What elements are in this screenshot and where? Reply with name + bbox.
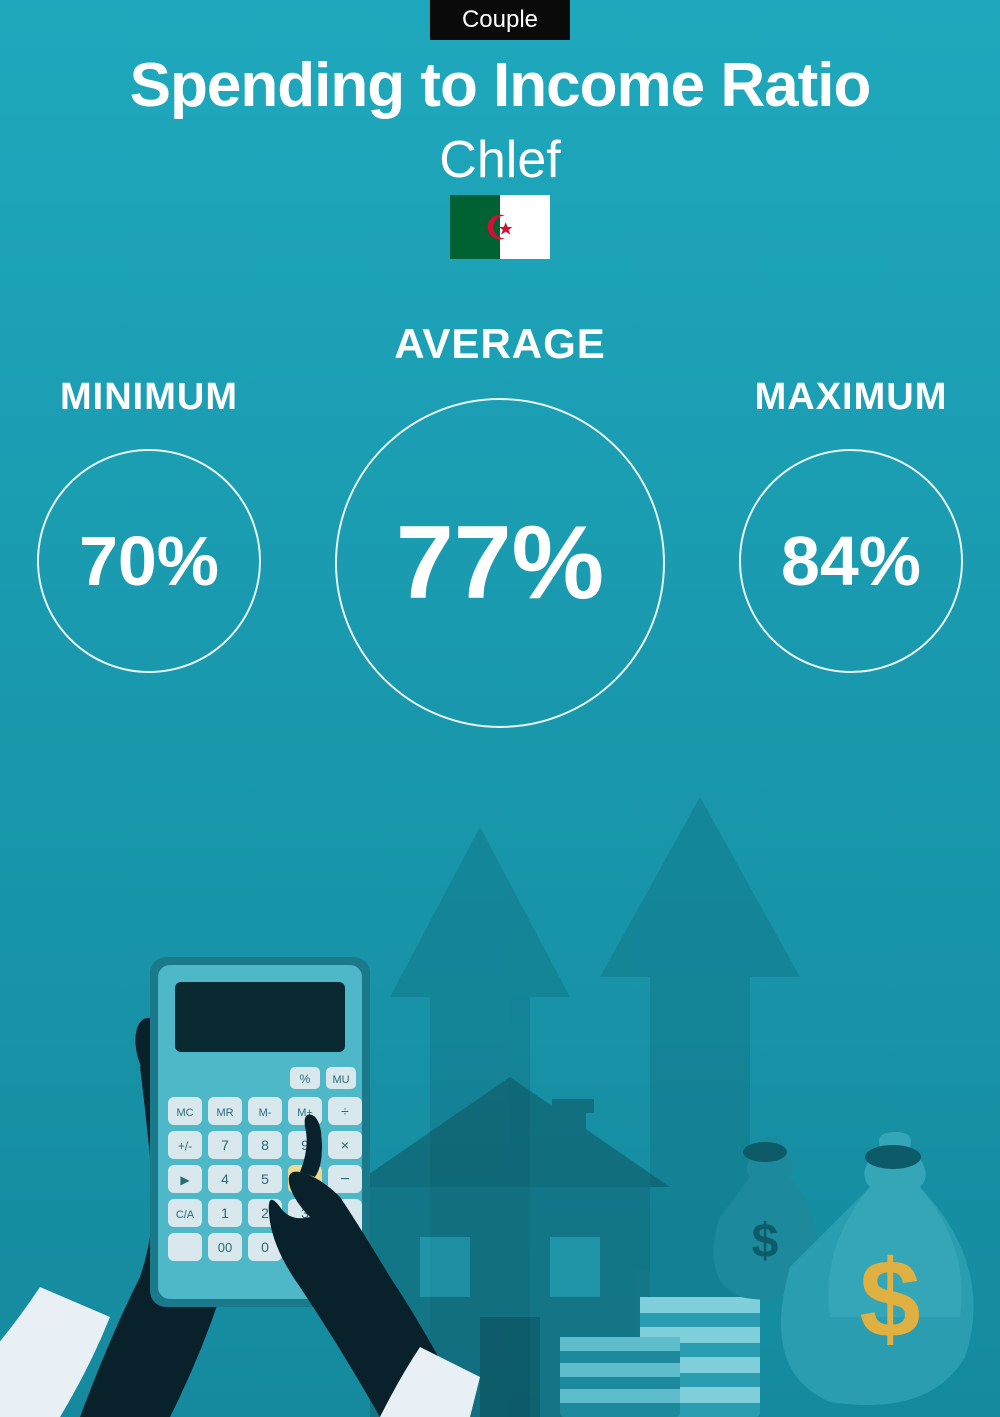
- svg-text:0: 0: [261, 1239, 269, 1255]
- svg-text:1: 1: [221, 1205, 229, 1221]
- svg-text:÷: ÷: [341, 1103, 349, 1119]
- country-flag: [450, 195, 550, 259]
- stat-label: MAXIMUM: [755, 376, 948, 419]
- stat-value: 77%: [396, 504, 604, 623]
- stat-circle: 84%: [739, 449, 963, 673]
- svg-text:MU: MU: [332, 1074, 349, 1086]
- stat-circle: 77%: [335, 398, 665, 728]
- stats-row: MINIMUM 70% AVERAGE 77% MAXIMUM 84%: [0, 320, 1000, 728]
- finance-illustration: $ $ % MU MC MR M- M+ ÷ +/- 7 8 9 × ▶ 4: [0, 777, 1000, 1417]
- svg-text:$: $: [859, 1238, 920, 1361]
- stat-label: AVERAGE: [394, 320, 606, 368]
- household-badge: Couple: [430, 0, 570, 40]
- svg-text:MR: MR: [216, 1107, 233, 1119]
- svg-text:5: 5: [261, 1171, 269, 1187]
- page-title: Spending to Income Ratio: [0, 50, 1000, 121]
- stat-maximum: MAXIMUM 84%: [739, 320, 963, 673]
- svg-text:×: ×: [341, 1137, 349, 1153]
- svg-text:4: 4: [221, 1171, 229, 1187]
- svg-text:M-: M-: [259, 1107, 272, 1119]
- stat-minimum: MINIMUM 70%: [37, 320, 261, 673]
- svg-text:00: 00: [218, 1240, 232, 1255]
- stat-value: 70%: [79, 521, 219, 601]
- badge-label: Couple: [462, 6, 538, 33]
- svg-text:▶: ▶: [180, 1173, 190, 1187]
- flag-emblem-icon: [481, 208, 519, 246]
- svg-text:%: %: [300, 1072, 311, 1086]
- svg-text:+/-: +/-: [178, 1139, 192, 1153]
- svg-text:8: 8: [261, 1137, 269, 1153]
- city-name: Chlef: [0, 130, 1000, 190]
- stat-value: 84%: [781, 521, 921, 601]
- svg-text:$: $: [752, 1215, 779, 1268]
- svg-text:7: 7: [221, 1137, 229, 1153]
- stat-circle: 70%: [37, 449, 261, 673]
- moneybag-large-icon: $: [781, 1132, 974, 1405]
- stat-label: MINIMUM: [60, 376, 238, 419]
- svg-text:C/A: C/A: [176, 1209, 195, 1221]
- stat-average: AVERAGE 77%: [335, 320, 665, 728]
- svg-text:2: 2: [261, 1205, 269, 1221]
- svg-text:−: −: [340, 1171, 349, 1188]
- svg-text:MC: MC: [176, 1107, 193, 1119]
